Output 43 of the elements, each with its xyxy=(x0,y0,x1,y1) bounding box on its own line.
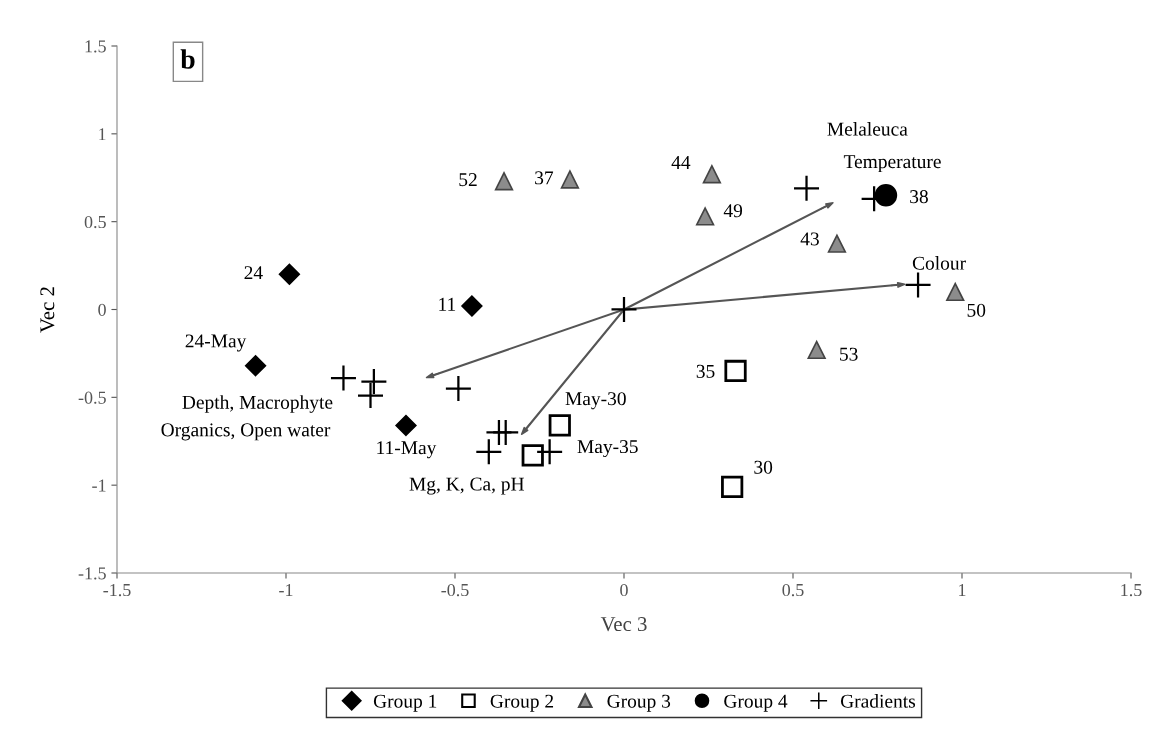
annotation: 44 xyxy=(671,156,691,169)
y-tick-label: -0.5 xyxy=(78,391,106,404)
legend-label: Group 2 xyxy=(490,694,554,712)
x-tick-label: 0 xyxy=(620,583,628,597)
annotation: Colour xyxy=(912,256,966,270)
legend-label: Group 4 xyxy=(724,694,788,712)
annotation: May-30 xyxy=(565,392,626,410)
legend-label: Group 1 xyxy=(373,694,437,712)
annotation: 50 xyxy=(967,303,986,317)
legend-label: Group 3 xyxy=(607,694,671,712)
annotation: 38 xyxy=(910,190,928,204)
annotation: 24-May xyxy=(185,334,247,352)
y-tick-label: -1 xyxy=(92,479,106,492)
y-tick-label: 1 xyxy=(99,128,106,141)
y-tick-label: 0.5 xyxy=(84,215,106,229)
y-tick-label: 0 xyxy=(98,303,106,316)
x-tick-label: -0.5 xyxy=(441,583,469,597)
annotation: May-35 xyxy=(577,440,638,458)
annotation: 49 xyxy=(723,204,743,218)
annotation: Temperature xyxy=(843,155,941,173)
annotation: 24 xyxy=(244,266,263,280)
y-tick-label: 1.5 xyxy=(85,40,106,53)
annotation: 52 xyxy=(459,173,477,187)
x-tick-label: -1 xyxy=(279,584,293,596)
annotation: Depth, Macrophyte xyxy=(182,395,333,413)
x-tick-label: 0.5 xyxy=(782,583,804,597)
y-axis-title: Vec 2 xyxy=(40,287,55,333)
x-axis-title: Vec 3 xyxy=(600,617,647,632)
annotation: Organics, Open water xyxy=(161,423,331,441)
annotation: 11 xyxy=(439,297,456,311)
legend-label: Gradients xyxy=(840,694,916,708)
y-tick-label: -1.5 xyxy=(78,567,106,580)
annotation: 53 xyxy=(840,347,858,361)
annotation: Mg, K, Ca, pH xyxy=(409,477,525,495)
annotation: Melaleuca xyxy=(827,122,908,136)
annotation: b xyxy=(180,49,195,69)
annotation: 11-May xyxy=(377,441,437,459)
x-tick-label: 1 xyxy=(959,584,966,596)
annotation: 37 xyxy=(535,171,554,185)
annotation: 35 xyxy=(696,364,715,378)
x-tick-label: 1.5 xyxy=(1121,584,1142,597)
annotation: 30 xyxy=(754,460,773,474)
annotation: 43 xyxy=(800,232,819,246)
